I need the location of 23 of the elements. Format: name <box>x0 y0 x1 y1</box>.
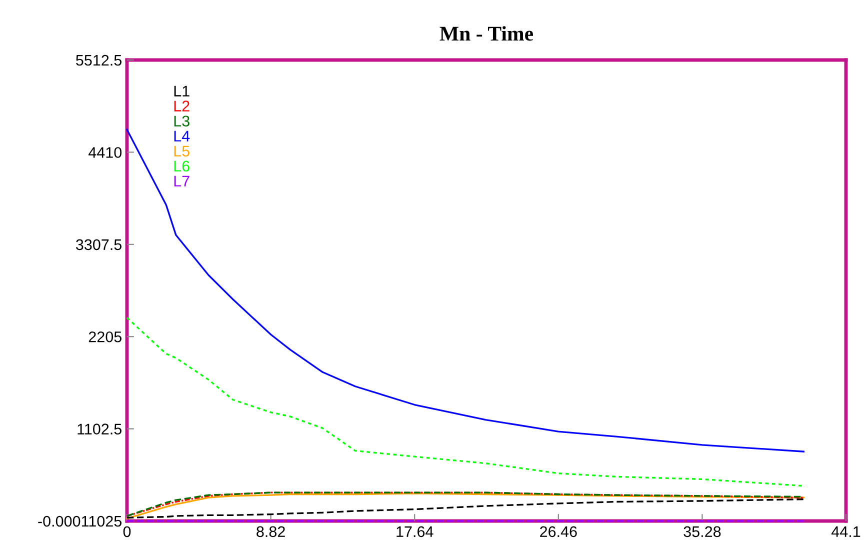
text: L4 <box>174 130 190 142</box>
y-tick-label: 3307.5 <box>76 239 122 250</box>
x-tick-label: 35.28 <box>684 526 721 538</box>
x-tick-label: 8.82 <box>256 526 285 538</box>
x-tick-label: 26.46 <box>540 526 577 538</box>
y-tick-label: 2205 <box>88 331 122 342</box>
chart-title: Mn - Time <box>440 26 534 41</box>
y-tick-label: 1102.5 <box>78 424 122 434</box>
text: L6 <box>174 160 190 172</box>
y-tick-label: 4410 <box>88 147 122 158</box>
text: L7 <box>174 176 190 186</box>
x-tick-label: 17.64 <box>396 526 434 538</box>
text: L5 <box>174 146 190 157</box>
x-tick-label: 0 <box>123 526 131 538</box>
line-series <box>126 128 804 452</box>
y-tick-label: -0.00011025 <box>38 516 122 527</box>
x-tick-label: 44.1 <box>831 526 860 537</box>
text: L2 <box>174 100 190 112</box>
line-series <box>126 498 804 518</box>
line-series <box>126 316 804 487</box>
y-tick-label: 5512.5 <box>76 54 122 66</box>
text: L1 <box>174 86 190 96</box>
text: L3 <box>174 116 190 127</box>
